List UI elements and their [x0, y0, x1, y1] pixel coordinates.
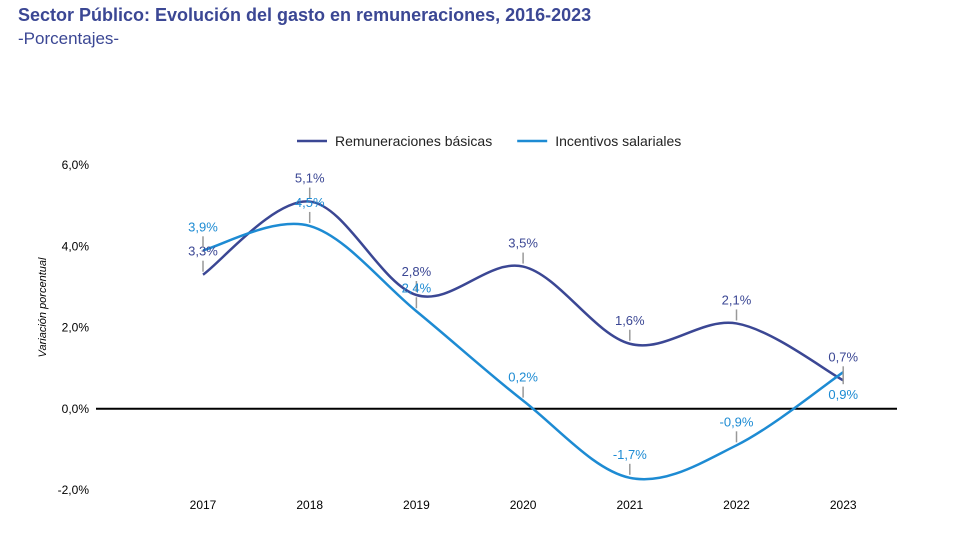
data-label: -0,9%	[720, 414, 754, 429]
x-tick-label: 2017	[190, 498, 217, 512]
data-label: 1,6%	[615, 313, 645, 328]
y-tick-label: 4,0%	[62, 239, 90, 253]
x-tick-label: 2022	[723, 498, 750, 512]
y-axis-label: Variación porcentual	[37, 257, 49, 357]
data-label: -1,7%	[613, 447, 647, 462]
data-label: 4,5%	[295, 195, 325, 210]
x-tick-label: 2023	[830, 498, 857, 512]
data-label: 0,7%	[828, 349, 858, 364]
data-label: 2,1%	[722, 292, 752, 307]
legend-label: Incentivos salariales	[555, 133, 681, 149]
y-tick-label: 0,0%	[62, 402, 90, 416]
legend-label: Remuneraciones básicas	[335, 133, 492, 149]
chart-subtitle: -Porcentajes-	[18, 29, 120, 48]
data-label: 0,2%	[508, 370, 538, 385]
series-line-1	[202, 200, 844, 382]
data-label: 3,9%	[188, 219, 218, 234]
data-label: 3,5%	[508, 236, 538, 251]
x-tick-label: 2019	[403, 498, 430, 512]
x-tick-label: 2020	[510, 498, 537, 512]
y-tick-label: 2,0%	[62, 321, 90, 335]
chart-title: Sector Público: Evolución del gasto en r…	[18, 5, 592, 25]
data-label: 0,9%	[828, 387, 858, 402]
y-tick-label: -2,0%	[58, 483, 90, 497]
data-label: 5,1%	[295, 171, 325, 186]
data-label: 2,8%	[402, 264, 432, 279]
data-label: 2,4%	[402, 280, 432, 295]
x-tick-label: 2021	[616, 498, 643, 512]
x-tick-label: 2018	[296, 498, 323, 512]
series-line-2	[202, 222, 844, 481]
data-label: 3,3%	[188, 244, 218, 259]
y-tick-label: 6,0%	[62, 158, 90, 172]
